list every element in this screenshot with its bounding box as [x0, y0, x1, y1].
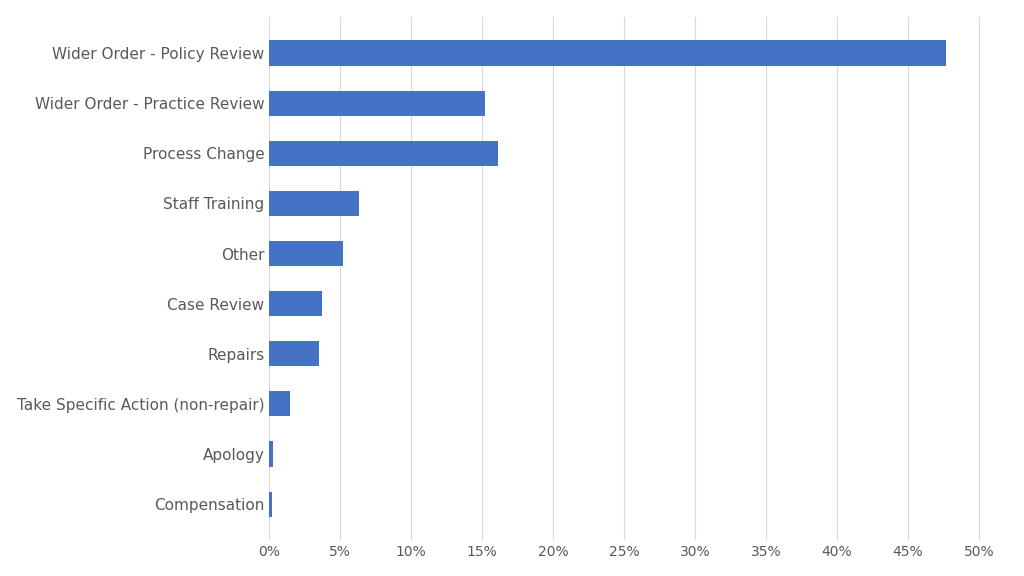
- Bar: [269, 90, 485, 116]
- Bar: [269, 491, 272, 517]
- Bar: [269, 291, 322, 316]
- Bar: [269, 391, 291, 416]
- Bar: [269, 141, 498, 166]
- Bar: [269, 40, 946, 66]
- Bar: [269, 241, 343, 266]
- Bar: [269, 191, 358, 216]
- Bar: [269, 341, 318, 366]
- Bar: [269, 441, 273, 467]
